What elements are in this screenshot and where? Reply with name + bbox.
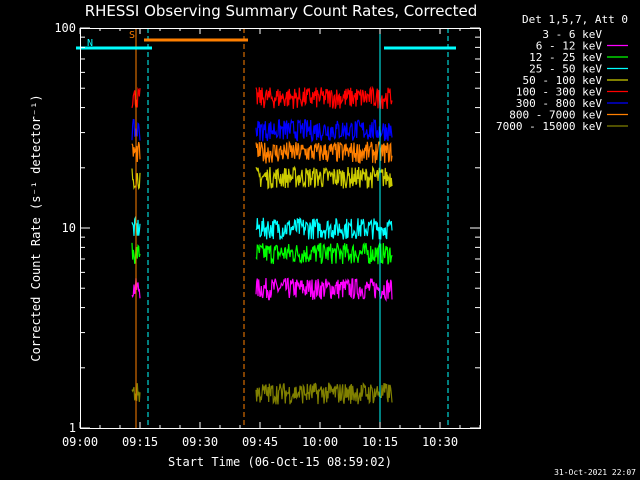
series-line-7 — [131, 118, 393, 143]
flag-label-s: S — [129, 30, 135, 41]
plot-timestamp: 31-Oct-2021 22:07 — [554, 468, 636, 477]
series-line-8 — [131, 140, 393, 164]
series-line-3 — [131, 242, 393, 265]
legend-title: Det 1,5,7, Att 0 — [522, 13, 628, 26]
x-tick-label-7: 10:30 — [422, 435, 458, 449]
legend-label-8: 800 - 7000 keV — [509, 109, 602, 122]
y-tick-label-2: 10 — [62, 221, 76, 235]
legend-label-5: 50 - 100 keV — [523, 74, 603, 87]
series-line-4 — [131, 215, 393, 240]
legend-label-1: 3 - 6 keV — [542, 28, 602, 41]
x-axis: 09:00 09:15 09:30 09:45 10:00 10:15 10:30 — [62, 28, 481, 449]
y-axis-label: Corrected Count Rate (s⁻¹ detector⁻¹) — [29, 94, 43, 361]
flag-label-n: N — [87, 38, 93, 49]
x-tick-label-4: 09:45 — [242, 435, 278, 449]
x-tick-label-1: 09:00 — [62, 435, 98, 449]
x-tick-label-3: 09:30 — [182, 435, 218, 449]
y-tick-label-3: 100 — [54, 21, 76, 35]
x-axis-label: Start Time (06-Oct-15 08:59:02) — [168, 455, 392, 469]
x-tick-label-5: 10:00 — [302, 435, 338, 449]
series-line-6 — [131, 85, 393, 109]
x-tick-label-2: 09:15 — [122, 435, 158, 449]
legend-label-7: 300 - 800 keV — [516, 97, 602, 110]
legend-label-9: 7000 - 15000 keV — [496, 120, 602, 133]
plot-area: SN — [76, 28, 456, 428]
y-axis: 1 10 100 — [54, 21, 480, 435]
series-line-2 — [131, 277, 393, 303]
x-tick-label-6: 10:15 — [362, 435, 398, 449]
legend-label-3: 12 - 25 keV — [529, 51, 602, 64]
legend-label-4: 25 - 50 keV — [529, 63, 602, 76]
y-tick-label-1: 1 — [69, 421, 76, 435]
legend-label-6: 100 - 300 keV — [516, 86, 602, 99]
series-line-9 — [131, 382, 393, 405]
chart-title: RHESSI Observing Summary Count Rates, Co… — [85, 2, 478, 20]
legend-label-2: 6 - 12 keV — [536, 40, 603, 53]
